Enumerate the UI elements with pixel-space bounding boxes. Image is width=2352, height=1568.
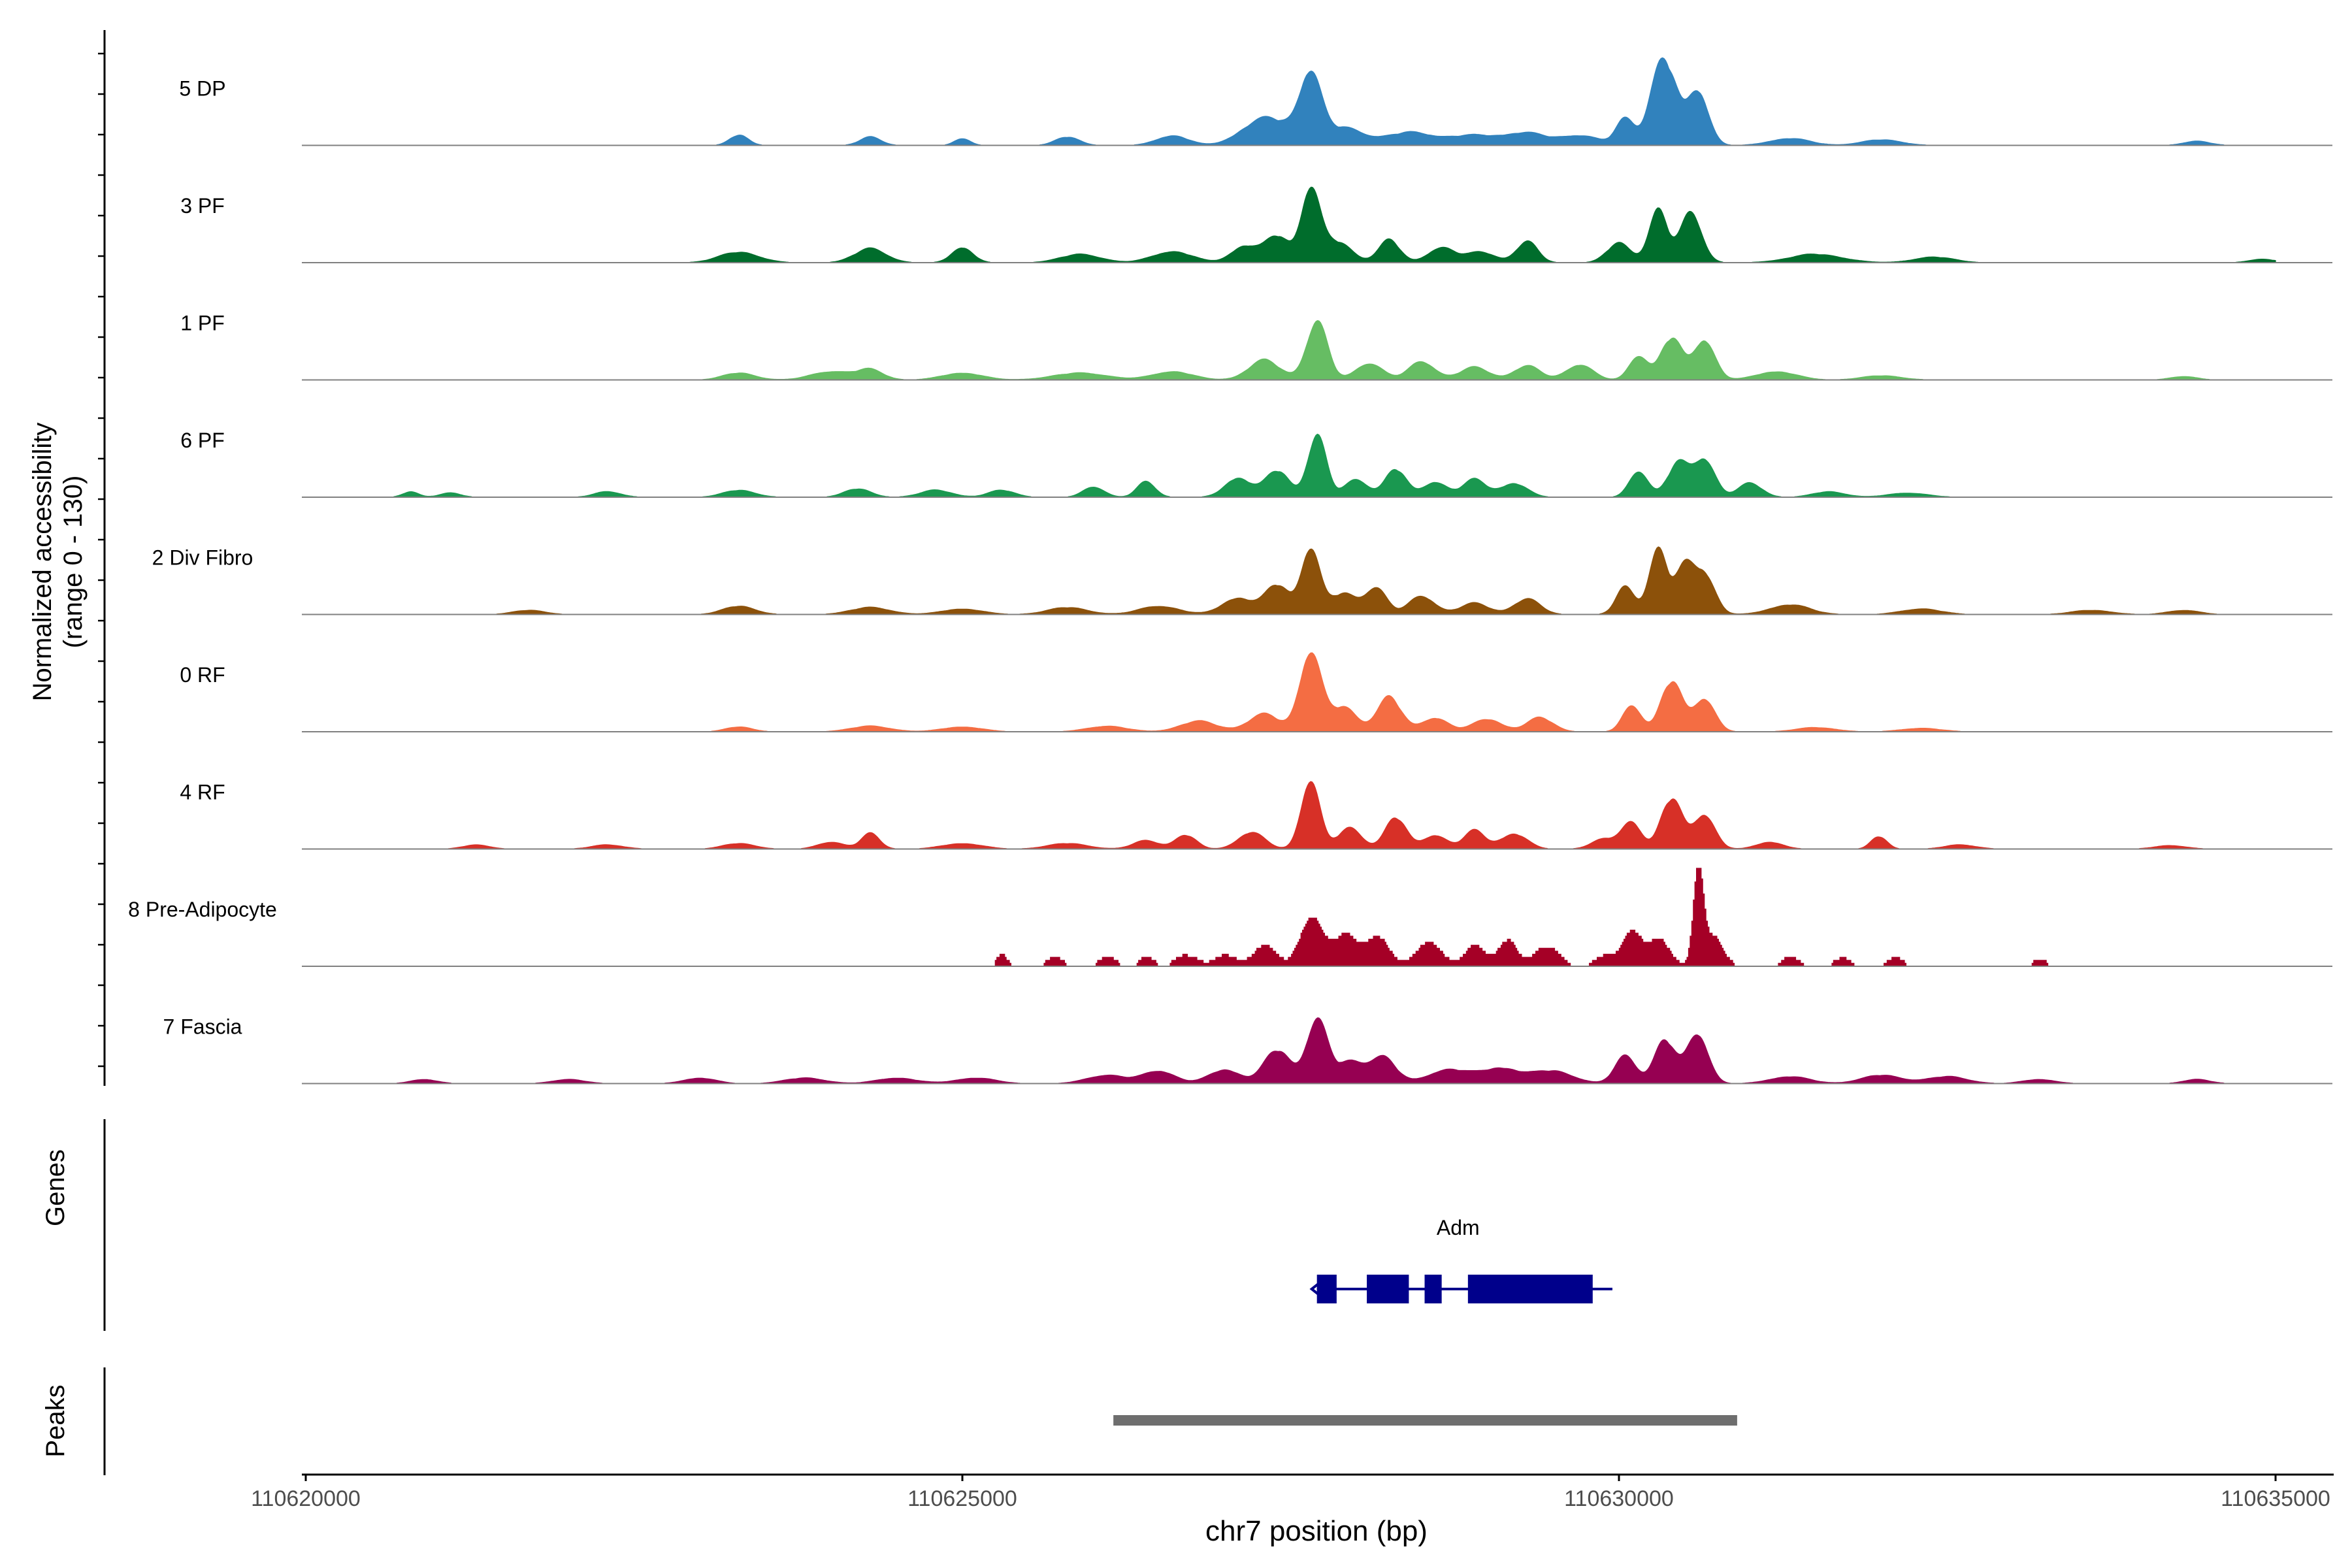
coverage-area xyxy=(384,433,2249,498)
track-4-rf: 4 RF xyxy=(180,781,2332,850)
peak-region xyxy=(1113,1415,1737,1426)
gene-strand-arrow xyxy=(1309,1281,1322,1298)
x-tick-label: 110635000 xyxy=(2221,1486,2330,1511)
tracks-layer: 5 DP 3 PF 1 PF 6 PF 2 Div Fibro 0 RF 4 RF 8 Pre… xyxy=(128,57,2332,1085)
x-tick-label: 110630000 xyxy=(1564,1486,1674,1511)
gene-exon xyxy=(1316,1275,1337,1303)
left-axes xyxy=(98,30,106,1475)
gene-exon xyxy=(1424,1275,1442,1303)
peaks-track-label: Peaks xyxy=(41,1384,70,1457)
track-2-div-fibro: 2 Div Fibro xyxy=(152,546,2332,615)
track-label: 4 RF xyxy=(180,781,225,804)
coverage-area xyxy=(345,319,2211,381)
gene-track: Adm xyxy=(1309,1216,1612,1303)
x-axis: 110620000 110625000 110630000 110635000 xyxy=(251,1473,2334,1511)
genes-track-label: Genes xyxy=(41,1149,70,1226)
track-5-dp: 5 DP xyxy=(179,57,2332,146)
y-axis-range: (range 0 - 130) xyxy=(59,476,88,649)
track-label: 0 RF xyxy=(180,663,225,687)
track-label: 8 Pre-Adipocyte xyxy=(128,898,277,921)
track-3-pf: 3 PF xyxy=(180,186,2332,263)
y-axis-title: Normalized accessibility xyxy=(28,423,57,702)
track-6-pf: 6 PF xyxy=(180,429,2332,498)
track-label: 7 Fascia xyxy=(163,1015,242,1039)
coverage-area xyxy=(994,868,2053,967)
gene-exon xyxy=(1467,1275,1593,1303)
track-0-rf: 0 RF xyxy=(180,652,2332,732)
track-7-fascia: 7 Fascia xyxy=(163,1015,2332,1085)
gene-exon xyxy=(1367,1275,1409,1303)
x-tick-label: 110620000 xyxy=(251,1486,361,1511)
coverage-area xyxy=(306,186,2276,263)
track-label: 2 Div Fibro xyxy=(152,546,253,570)
coverage-area xyxy=(384,1017,2262,1085)
coverage-area xyxy=(437,546,2249,615)
gene-name-label: Adm xyxy=(1437,1216,1480,1239)
track-label: 6 PF xyxy=(180,429,225,452)
peaks-track xyxy=(1113,1415,1737,1426)
x-tick-label: 110625000 xyxy=(907,1486,1017,1511)
coverage-area xyxy=(371,781,2249,850)
track-label: 1 PF xyxy=(180,312,225,335)
track-8-pre-adipocyte: 8 Pre-Adipocyte xyxy=(128,868,2332,967)
track-label: 5 DP xyxy=(179,77,225,101)
coverage-area xyxy=(371,652,2249,732)
x-axis-title: chr7 position (bp) xyxy=(1205,1515,1428,1547)
coverage-area xyxy=(306,57,2249,146)
track-1-pf: 1 PF xyxy=(180,312,2332,381)
track-label: 3 PF xyxy=(180,194,225,218)
